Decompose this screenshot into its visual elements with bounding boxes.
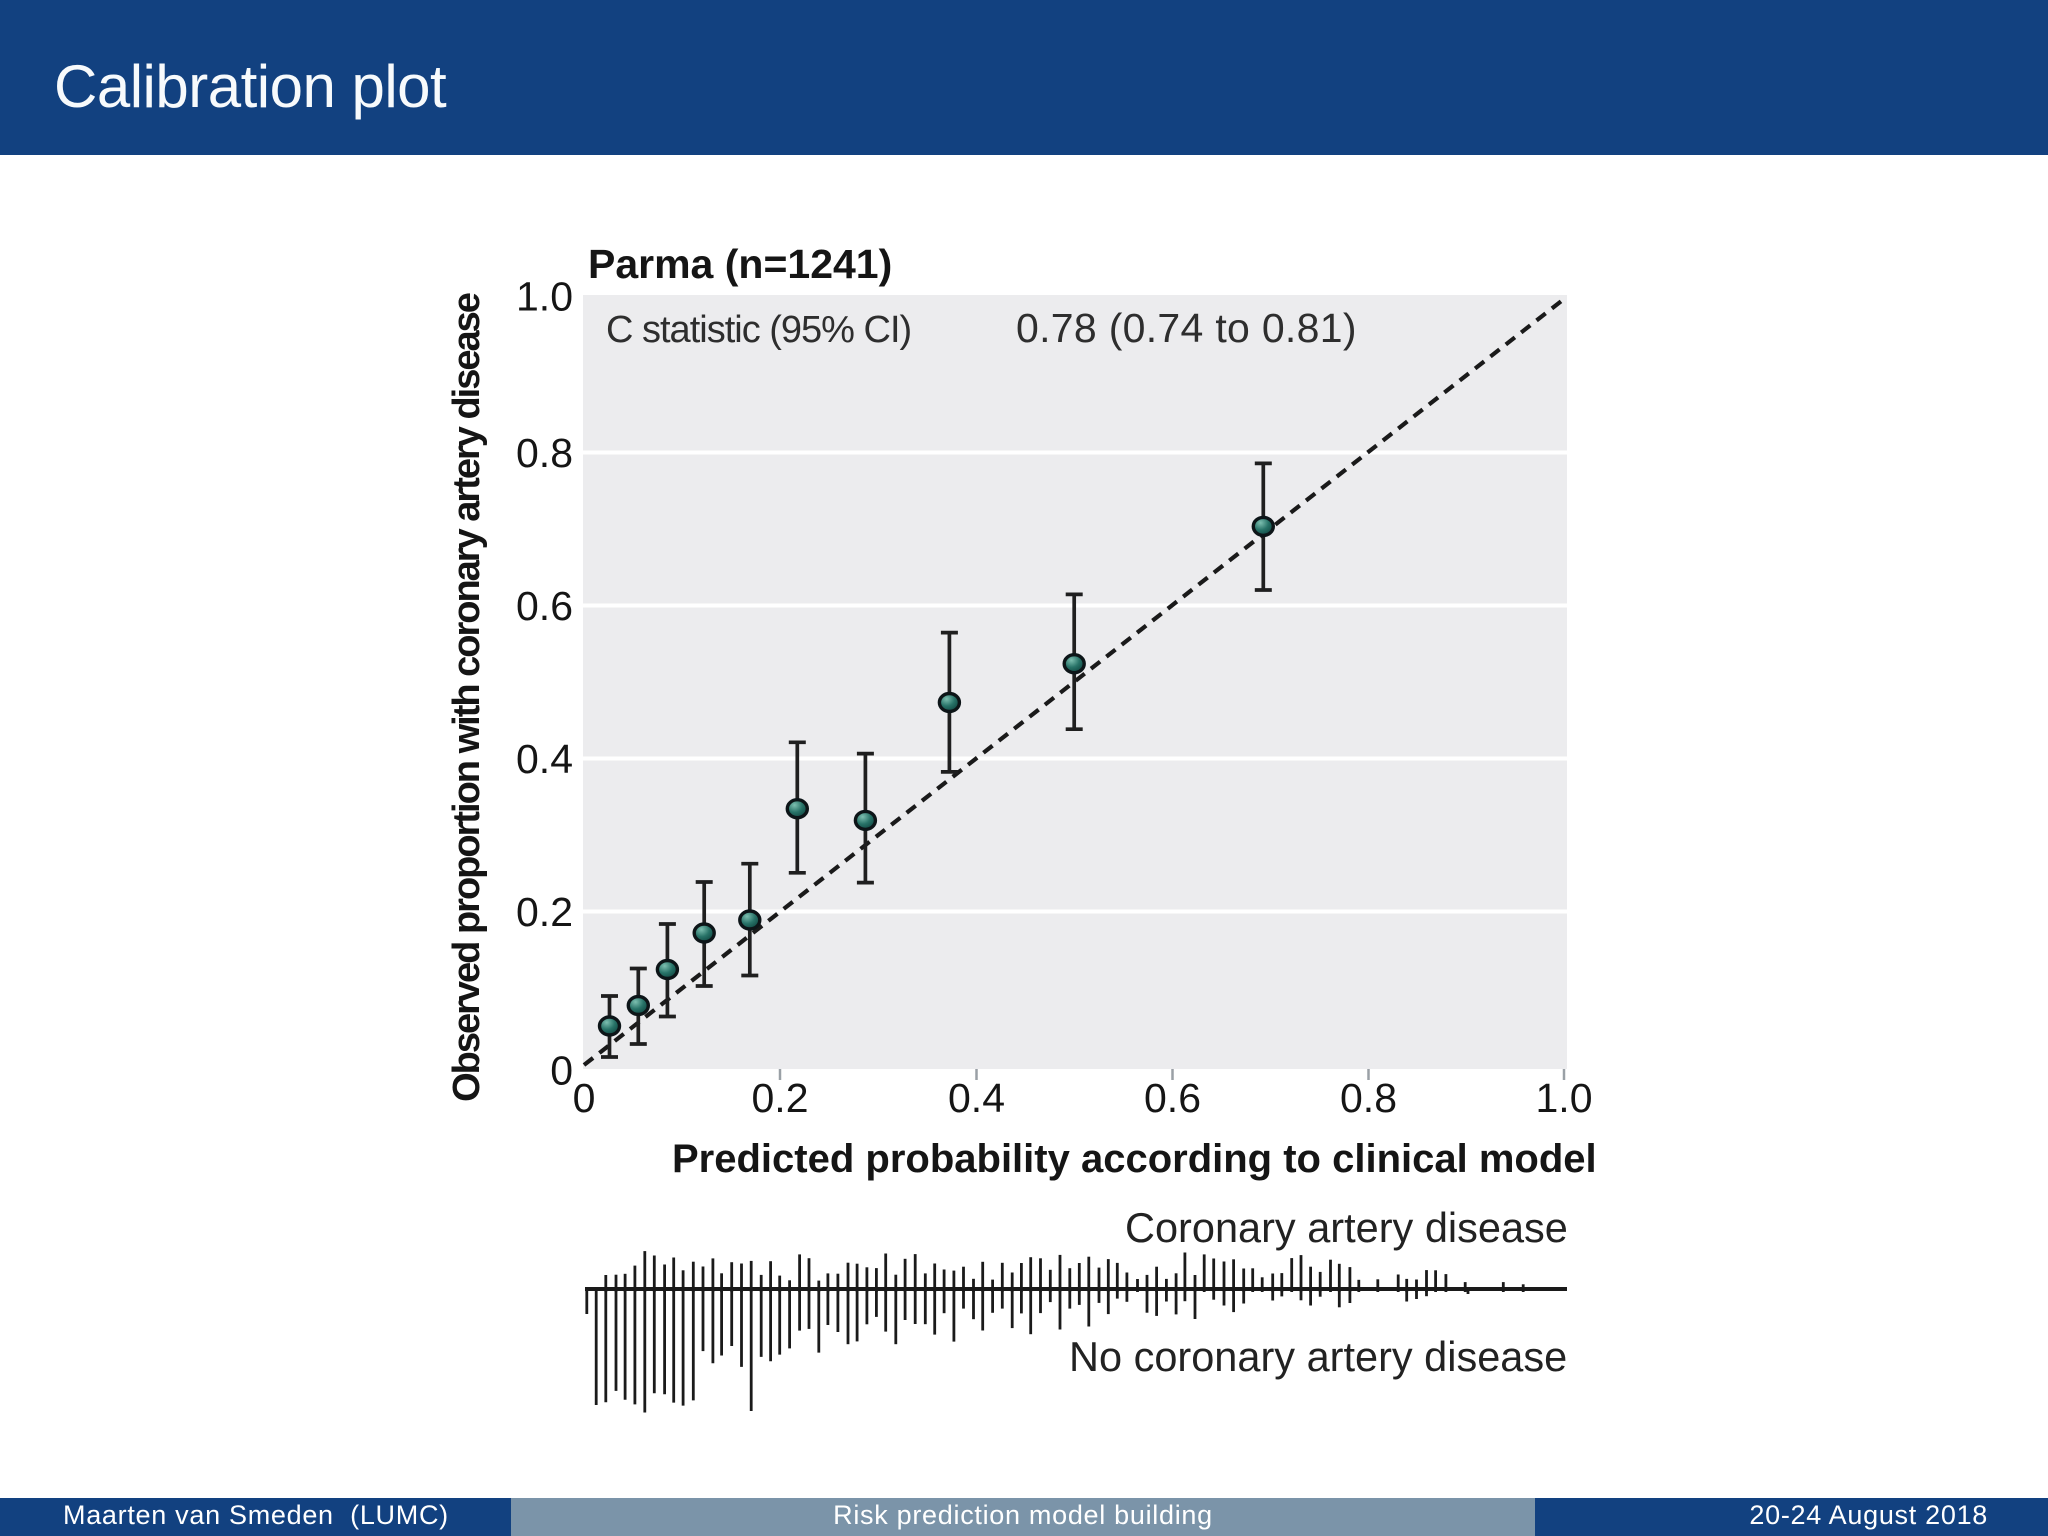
svg-text:0.4: 0.4 (516, 736, 573, 782)
svg-text:0.8: 0.8 (516, 430, 573, 476)
svg-text:0.8: 0.8 (1340, 1075, 1397, 1121)
svg-text:0.2: 0.2 (516, 889, 573, 935)
svg-text:0.6: 0.6 (1144, 1075, 1201, 1121)
svg-text:1.0: 1.0 (516, 274, 573, 320)
svg-text:0.2: 0.2 (752, 1075, 809, 1121)
svg-text:Coronary artery disease: Coronary artery disease (1125, 1204, 1568, 1251)
svg-text:0.4: 0.4 (948, 1075, 1005, 1121)
svg-text:Observed proportion with coron: Observed proportion with coronary artery… (446, 293, 488, 1102)
svg-text:0: 0 (573, 1075, 596, 1121)
svg-text:0.78 (0.74 to 0.81): 0.78 (0.74 to 0.81) (1016, 305, 1357, 351)
svg-text:1.0: 1.0 (1536, 1075, 1593, 1121)
svg-text:0: 0 (550, 1048, 573, 1094)
svg-text:Parma (n=1241): Parma (n=1241) (588, 241, 892, 287)
svg-text:Predicted probability accordin: Predicted probability according to clini… (672, 1137, 1597, 1181)
svg-text:C statistic (95% CI): C statistic (95% CI) (606, 309, 911, 351)
svg-text:No coronary artery disease: No coronary artery disease (1069, 1333, 1567, 1380)
svg-text:0.6: 0.6 (516, 583, 573, 629)
